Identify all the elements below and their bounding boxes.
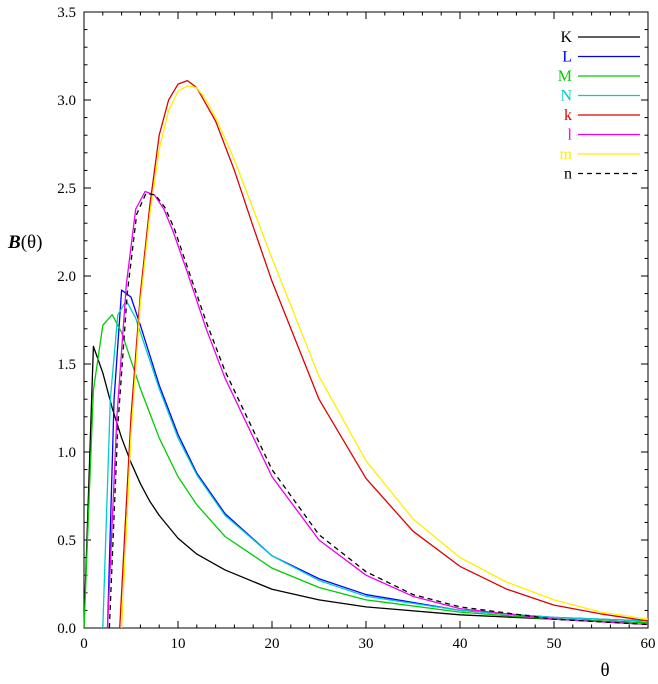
y-axis-title-bold: B <box>7 232 21 253</box>
series-line-l <box>106 190 649 629</box>
x-tick-label: 40 <box>453 636 468 652</box>
y-tick-label: 1.5 <box>57 357 76 373</box>
legend-label-K: K <box>560 29 572 46</box>
x-tick-label: 50 <box>547 636 562 652</box>
x-tick-label: 10 <box>171 636 186 652</box>
y-tick-label: 2.0 <box>57 269 76 285</box>
series-line-k <box>119 79 649 629</box>
series-line-M <box>83 314 649 629</box>
legend-label-m: m <box>560 146 573 163</box>
legend-label-L: L <box>562 49 572 66</box>
series-line-m <box>120 85 649 629</box>
series-line-n <box>108 192 649 629</box>
x-tick-label: 30 <box>359 636 374 652</box>
x-tick-label: 60 <box>641 636 656 652</box>
legend-label-M: M <box>558 68 572 85</box>
x-tick-label: 0 <box>80 636 88 652</box>
x-tick-label: 20 <box>265 636 280 652</box>
legend-label-k: k <box>564 107 572 124</box>
y-tick-label: 0.5 <box>57 533 76 549</box>
x-axis-title: θ <box>600 660 609 681</box>
series-line-N <box>102 299 649 629</box>
legend-label-l: l <box>568 127 573 144</box>
legend-label-n: n <box>564 166 572 183</box>
legend-label-N: N <box>560 88 572 105</box>
y-tick-label: 0.0 <box>57 621 76 637</box>
series-line-K <box>83 345 649 629</box>
y-axis-title-rest: (θ) <box>21 232 43 253</box>
y-axis-title: B(θ) <box>7 232 42 253</box>
y-tick-label: 2.5 <box>57 181 76 197</box>
y-tick-label: 3.0 <box>57 93 76 109</box>
y-tick-label: 3.5 <box>57 5 76 21</box>
y-tick-label: 1.0 <box>57 445 76 461</box>
series-layer <box>83 79 649 629</box>
